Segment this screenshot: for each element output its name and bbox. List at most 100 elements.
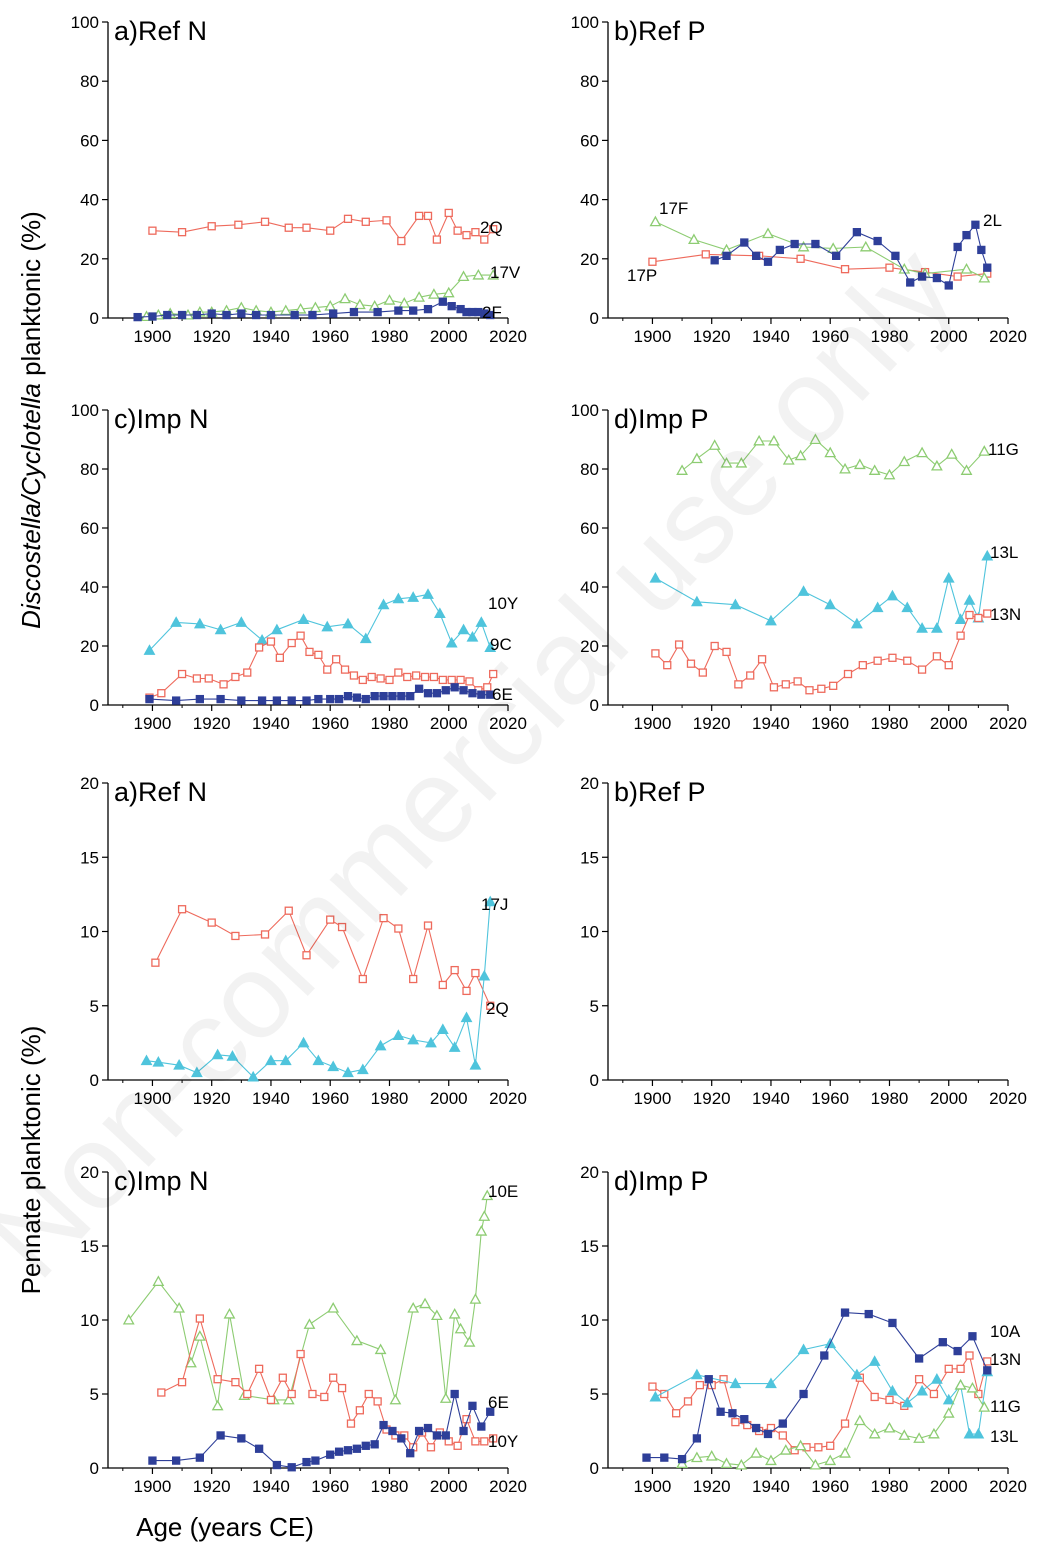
data-point bbox=[956, 631, 965, 640]
data-point bbox=[308, 310, 317, 320]
data-point bbox=[478, 969, 491, 981]
panel-title: d)Imp P bbox=[614, 404, 709, 434]
data-point bbox=[462, 230, 471, 240]
data-point bbox=[297, 613, 310, 624]
data-point bbox=[447, 302, 456, 311]
data-point bbox=[420, 672, 430, 682]
y-tick-label: 0 bbox=[90, 1459, 99, 1478]
series-line bbox=[655, 221, 985, 279]
y-tick-label: 20 bbox=[580, 1163, 599, 1182]
x-tick-label: 1900 bbox=[634, 1089, 672, 1108]
data-point bbox=[279, 304, 292, 316]
data-point bbox=[690, 1451, 703, 1463]
data-point bbox=[411, 671, 421, 680]
y-tick-label: 40 bbox=[580, 191, 599, 210]
y-tick-label: 5 bbox=[590, 1385, 599, 1404]
data-point bbox=[938, 1338, 947, 1347]
data-point bbox=[409, 306, 418, 315]
data-point bbox=[334, 1447, 344, 1456]
data-point bbox=[312, 1054, 325, 1066]
data-point bbox=[356, 1063, 369, 1075]
data-point bbox=[954, 1378, 967, 1390]
data-point bbox=[829, 681, 838, 690]
data-point bbox=[817, 684, 826, 693]
data-point bbox=[353, 298, 366, 310]
data-point bbox=[423, 921, 433, 930]
data-point bbox=[765, 614, 777, 626]
data-point bbox=[177, 228, 187, 237]
x-tick-label: 1900 bbox=[134, 327, 172, 346]
data-point bbox=[287, 696, 296, 705]
data-point bbox=[432, 689, 442, 698]
data-point bbox=[824, 598, 837, 610]
data-point bbox=[660, 1453, 669, 1462]
data-point bbox=[942, 1407, 955, 1418]
series-label: 17F bbox=[659, 199, 688, 218]
y-tick-label: 15 bbox=[580, 848, 599, 867]
series-11G: 11G bbox=[676, 433, 1019, 480]
data-point bbox=[885, 263, 894, 272]
x-tick-label: 1960 bbox=[311, 327, 349, 346]
data-point bbox=[324, 300, 337, 311]
series-label: 6E bbox=[488, 1393, 509, 1412]
data-point bbox=[740, 1415, 749, 1424]
data-point bbox=[260, 930, 270, 939]
data-point bbox=[901, 601, 914, 613]
data-point bbox=[901, 1396, 914, 1408]
y-tick-label: 0 bbox=[90, 1071, 99, 1090]
y-tick-label: 100 bbox=[571, 13, 599, 32]
data-point bbox=[343, 692, 353, 701]
data-point bbox=[193, 617, 206, 629]
data-point bbox=[388, 692, 397, 701]
panel-6: 0 5 10 15 20 1900 1920 1940 1960 1980 2000 2020 b)Re… bbox=[580, 774, 1027, 1108]
y-tick-label: 20 bbox=[580, 637, 599, 656]
data-point bbox=[960, 263, 973, 274]
data-point bbox=[968, 1332, 977, 1341]
data-point bbox=[944, 281, 953, 290]
data-point bbox=[222, 310, 231, 320]
x-tick-label: 1900 bbox=[634, 1477, 672, 1496]
data-point bbox=[355, 1406, 365, 1415]
data-point bbox=[314, 694, 323, 704]
data-point bbox=[163, 310, 172, 320]
data-point bbox=[459, 686, 468, 695]
x-tick-label: 1940 bbox=[252, 714, 290, 733]
data-point bbox=[839, 1447, 851, 1458]
data-point bbox=[472, 268, 485, 280]
y-tick-label: 10 bbox=[80, 923, 99, 942]
data-point bbox=[489, 669, 498, 679]
data-point bbox=[454, 1322, 467, 1334]
x-tick-label: 1940 bbox=[752, 1089, 790, 1108]
data-point bbox=[757, 655, 767, 664]
data-point bbox=[450, 683, 459, 692]
x-tick-label: 1960 bbox=[811, 1089, 849, 1108]
data-point bbox=[944, 1364, 953, 1373]
data-point bbox=[426, 1443, 436, 1452]
x-tick-label: 1940 bbox=[752, 714, 790, 733]
data-point bbox=[326, 694, 335, 704]
data-point bbox=[971, 220, 980, 229]
data-point bbox=[983, 609, 992, 618]
data-point bbox=[442, 286, 455, 298]
data-point bbox=[237, 1434, 246, 1443]
y-tick-label: 20 bbox=[580, 250, 599, 269]
series-10Y: 10Y bbox=[157, 1314, 518, 1452]
data-point bbox=[840, 265, 850, 274]
data-point bbox=[690, 1368, 703, 1380]
y-tick-label: 0 bbox=[590, 309, 599, 328]
data-point bbox=[195, 694, 205, 704]
data-point bbox=[140, 1054, 153, 1066]
data-point bbox=[463, 1336, 476, 1347]
data-point bbox=[858, 661, 867, 670]
data-point bbox=[871, 601, 884, 613]
y-tick-label: 100 bbox=[571, 401, 599, 420]
data-point bbox=[403, 672, 412, 682]
data-point bbox=[891, 251, 900, 260]
data-point bbox=[394, 306, 403, 315]
data-point bbox=[284, 906, 293, 915]
x-tick-label: 1940 bbox=[252, 327, 290, 346]
data-point bbox=[824, 1454, 837, 1466]
data-point bbox=[327, 1060, 340, 1072]
x-tick-label: 1940 bbox=[252, 1089, 290, 1108]
data-point bbox=[145, 694, 154, 704]
